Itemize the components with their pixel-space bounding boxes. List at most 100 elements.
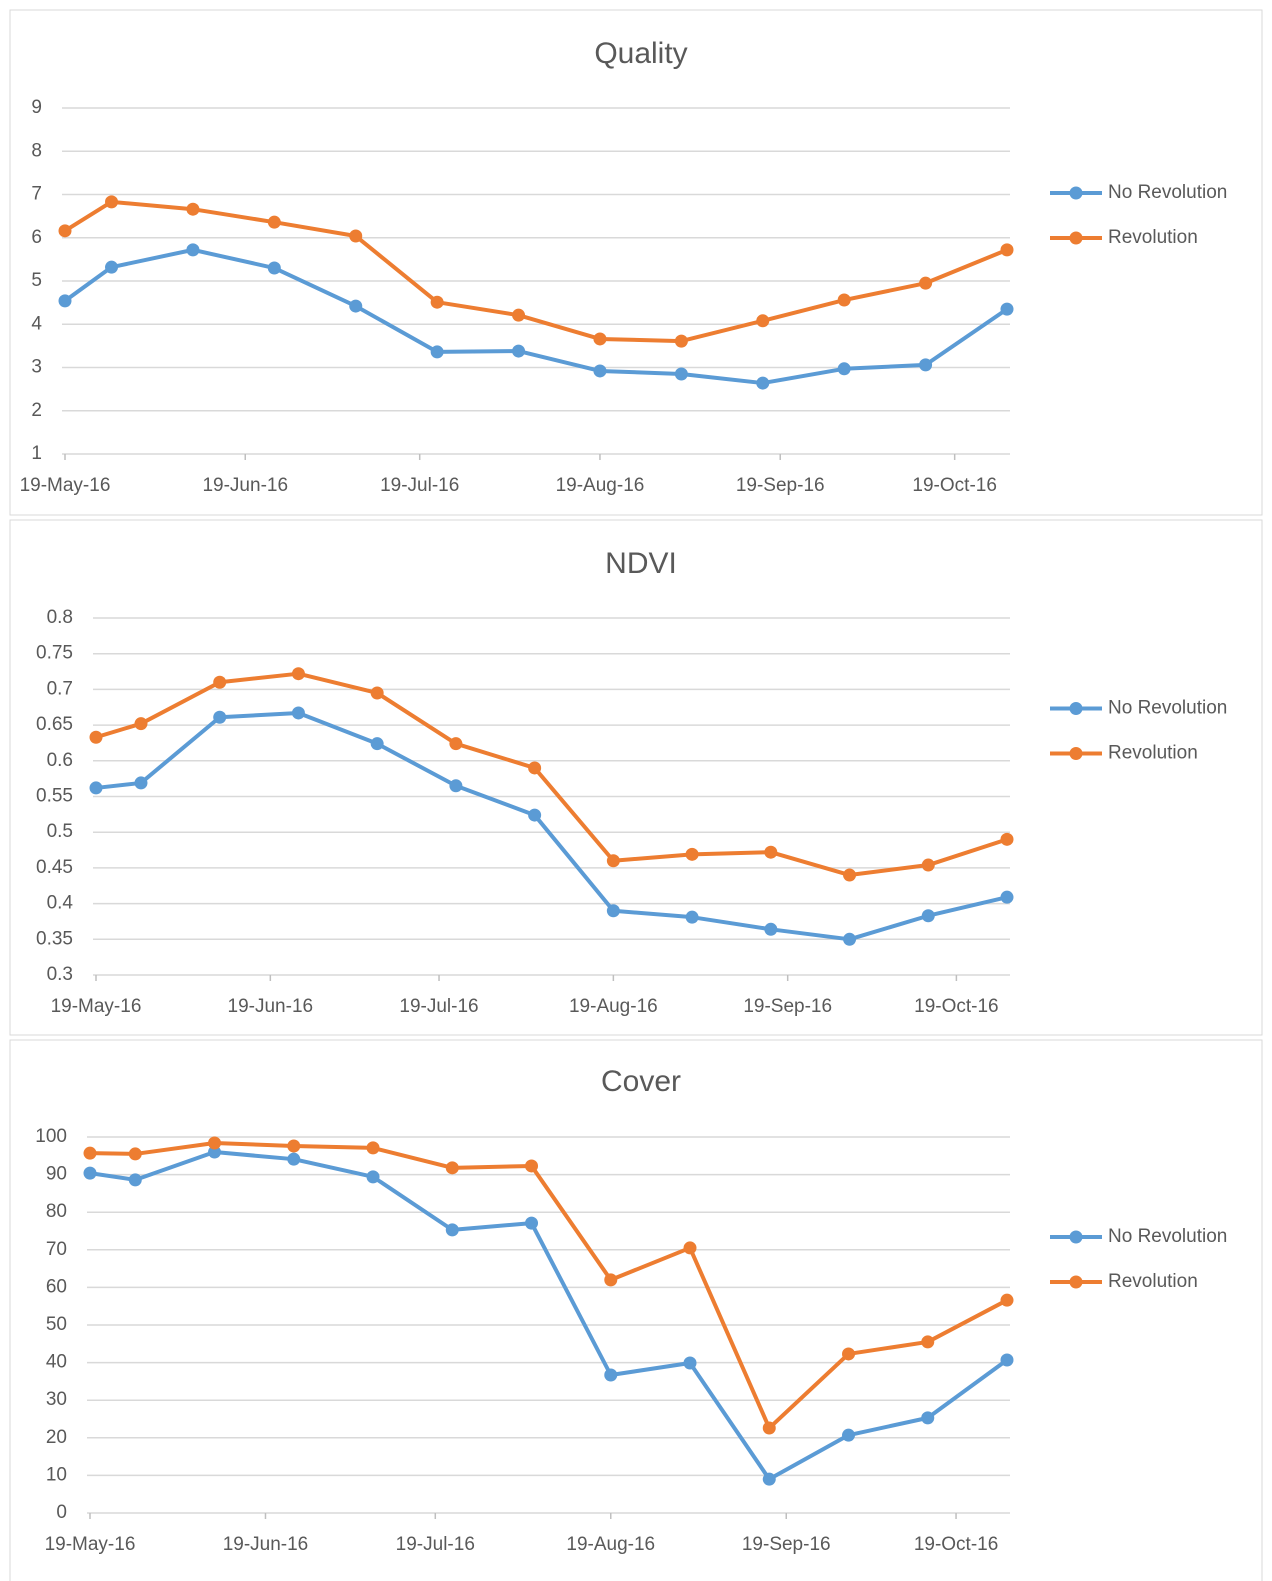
legend-label: No Revolution (1108, 1226, 1227, 1247)
y-tick-label: 60 (46, 1276, 67, 1297)
legend-marker (1069, 1275, 1083, 1289)
data-point (349, 229, 363, 243)
data-point (1000, 243, 1014, 257)
data-point (287, 1152, 301, 1166)
data-point (370, 737, 384, 751)
data-point (842, 1428, 856, 1442)
series-line (95, 710, 1008, 942)
x-tick-label: 19-Sep-16 (743, 996, 832, 1017)
data-point (1000, 832, 1014, 846)
legend-marker (1069, 702, 1083, 715)
data-point (291, 706, 305, 720)
legend-marker (1069, 747, 1083, 760)
legend-label: Revolution (1108, 227, 1198, 248)
data-point (1000, 1353, 1014, 1367)
y-tick-label: 8 (31, 140, 42, 161)
y-tick-label: 0.7 (47, 678, 73, 699)
data-point (58, 294, 72, 308)
data-point (445, 1223, 459, 1237)
data-point (606, 854, 620, 868)
data-point (208, 1136, 222, 1150)
x-tick-label: 19-Jul-16 (396, 1534, 475, 1555)
x-tick-label: 19-Aug-16 (569, 996, 658, 1017)
data-point (267, 215, 281, 229)
y-tick-label: 0.8 (47, 607, 73, 628)
x-tick-label: 19-May-16 (45, 1534, 136, 1555)
x-tick-label: 19-Sep-16 (736, 475, 825, 496)
data-point (105, 195, 119, 209)
x-tick-label: 19-Jul-16 (380, 475, 459, 496)
chart-panel (9, 1039, 1263, 1581)
data-point (604, 1273, 618, 1287)
data-point (843, 932, 857, 946)
legend-label: Revolution (1108, 743, 1198, 764)
y-tick-label: 0.65 (36, 714, 73, 735)
y-tick-label: 0.6 (47, 750, 73, 771)
y-tick-label: 3 (31, 357, 42, 378)
x-tick-label: 19-May-16 (20, 475, 111, 496)
data-point (921, 858, 935, 872)
y-tick-label: 100 (35, 1126, 67, 1147)
data-point (89, 730, 103, 744)
legend-label: Revolution (1108, 1271, 1198, 1292)
data-point (683, 1241, 697, 1255)
data-point (528, 761, 542, 775)
data-point (445, 1161, 459, 1175)
data-point (349, 299, 363, 313)
data-point (449, 737, 463, 751)
data-point (764, 922, 778, 936)
data-point (512, 308, 526, 322)
data-point (83, 1166, 97, 1180)
data-point (267, 261, 281, 275)
y-tick-label: 20 (46, 1427, 67, 1448)
data-point (762, 1472, 776, 1486)
y-tick-label: 0.5 (47, 821, 73, 842)
data-point (756, 376, 770, 390)
series-line (63, 199, 1008, 344)
data-point (756, 314, 770, 328)
data-point (685, 910, 699, 924)
data-point (593, 364, 607, 378)
data-point (604, 1368, 618, 1382)
x-tick-label: 19-Jun-16 (228, 996, 314, 1017)
x-tick-label: 19-Aug-16 (556, 475, 645, 496)
x-tick-label: 19-Sep-16 (742, 1534, 831, 1555)
data-point (1000, 302, 1014, 316)
y-tick-label: 7 (31, 184, 42, 205)
data-point (921, 1411, 935, 1425)
y-tick-label: 0.3 (47, 964, 73, 985)
data-point (1000, 1293, 1014, 1307)
x-tick-label: 19-Jul-16 (399, 996, 478, 1017)
x-tick-label: 19-Jun-16 (223, 1534, 309, 1555)
data-point (528, 808, 542, 822)
chart-title: NDVI (605, 547, 677, 580)
y-tick-label: 50 (46, 1314, 67, 1335)
y-tick-label: 0.55 (36, 786, 73, 807)
data-point (291, 667, 305, 681)
data-point (525, 1159, 539, 1173)
legend-marker (1069, 231, 1083, 245)
data-point (430, 295, 444, 309)
legend-label: No Revolution (1108, 182, 1227, 203)
data-point (89, 781, 103, 795)
chart-panel (9, 9, 1263, 516)
data-point (134, 717, 148, 731)
y-tick-label: 6 (31, 227, 42, 248)
legend-marker (1069, 1230, 1083, 1244)
data-point (837, 362, 851, 376)
series-line (89, 1150, 1009, 1482)
data-point (287, 1139, 301, 1153)
y-tick-label: 0.4 (47, 893, 74, 914)
x-tick-label: 19-Oct-16 (914, 996, 998, 1017)
data-point (606, 904, 620, 918)
x-tick-label: 19-Oct-16 (912, 475, 996, 496)
series-line (63, 247, 1009, 386)
y-tick-label: 4 (31, 313, 42, 334)
data-point (134, 776, 148, 790)
data-point (593, 332, 607, 346)
legend-marker (1069, 186, 1083, 200)
y-tick-label: 80 (46, 1201, 67, 1222)
data-point (919, 358, 933, 372)
data-point (128, 1173, 142, 1187)
